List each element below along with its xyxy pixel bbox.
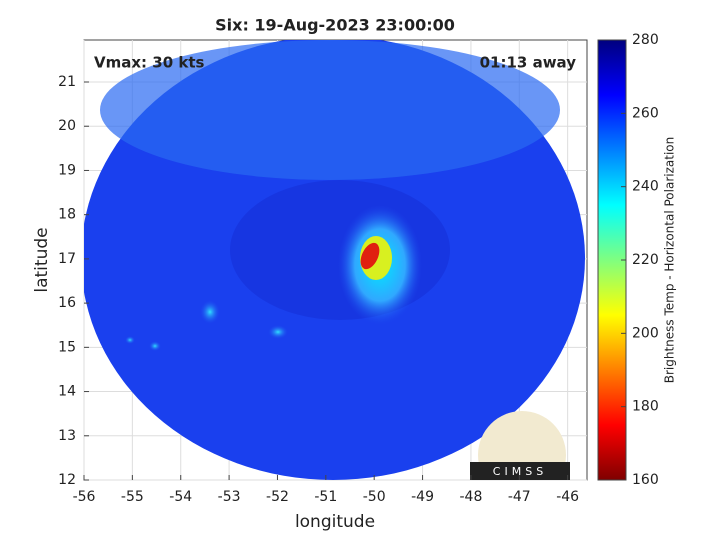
spot: [200, 300, 220, 324]
colorbar-tick-label: 260: [632, 105, 659, 121]
colorbar-label: Brightness Temp - Horizontal Polarizatio…: [663, 137, 677, 384]
y-tick-label: 19: [58, 162, 76, 178]
colorbar-tick-label: 180: [632, 399, 659, 415]
x-tick-label: -47: [508, 489, 531, 505]
y-axis-label: latitude: [32, 227, 52, 292]
y-tick-label: 12: [58, 472, 76, 488]
logo: CIMSS: [470, 411, 570, 480]
x-tick-label: -51: [314, 489, 337, 505]
colorbar-tick-label: 280: [632, 32, 659, 48]
y-tick-label: 20: [58, 118, 76, 134]
x-tick-label: -50: [363, 489, 386, 505]
x-tick-label: -52: [266, 489, 289, 505]
y-tick-label: 14: [58, 384, 76, 400]
x-tick-label: -46: [556, 489, 579, 505]
y-tick-label: 18: [58, 207, 76, 223]
annotation: Vmax: 30 kts: [94, 54, 204, 72]
image: [84, 40, 585, 480]
x-tick-label: -48: [459, 489, 482, 505]
x-tick-label: -54: [169, 489, 192, 505]
y-tick-label: 13: [58, 428, 76, 444]
colorbar-tick-label: 220: [632, 252, 659, 268]
colorbar-tick-label: 160: [632, 472, 659, 488]
logo-text: CIMSS: [493, 465, 547, 478]
spot: [268, 325, 288, 339]
x-axis-label: longitude: [295, 512, 375, 532]
swath-texture: [100, 40, 560, 180]
y-tick-label: 21: [58, 74, 76, 90]
spot: [149, 341, 161, 351]
storm: [360, 242, 380, 270]
x-tick-label: -53: [218, 489, 241, 505]
y-tick-label: 16: [58, 295, 76, 311]
y-tick-label: 17: [58, 251, 76, 267]
x-tick-label: -49: [411, 489, 434, 505]
x-tick-label: -56: [73, 489, 96, 505]
colorbar-tick-label: 200: [632, 325, 659, 341]
spot: [125, 336, 135, 344]
annotation: 01:13 away: [480, 54, 577, 72]
y-tick-label: 15: [58, 339, 76, 355]
chart-title: Six: 19-Aug-2023 23:00:00: [215, 16, 455, 35]
colorbar-tick-label: 240: [632, 179, 659, 195]
x-tick-label: -55: [121, 489, 144, 505]
